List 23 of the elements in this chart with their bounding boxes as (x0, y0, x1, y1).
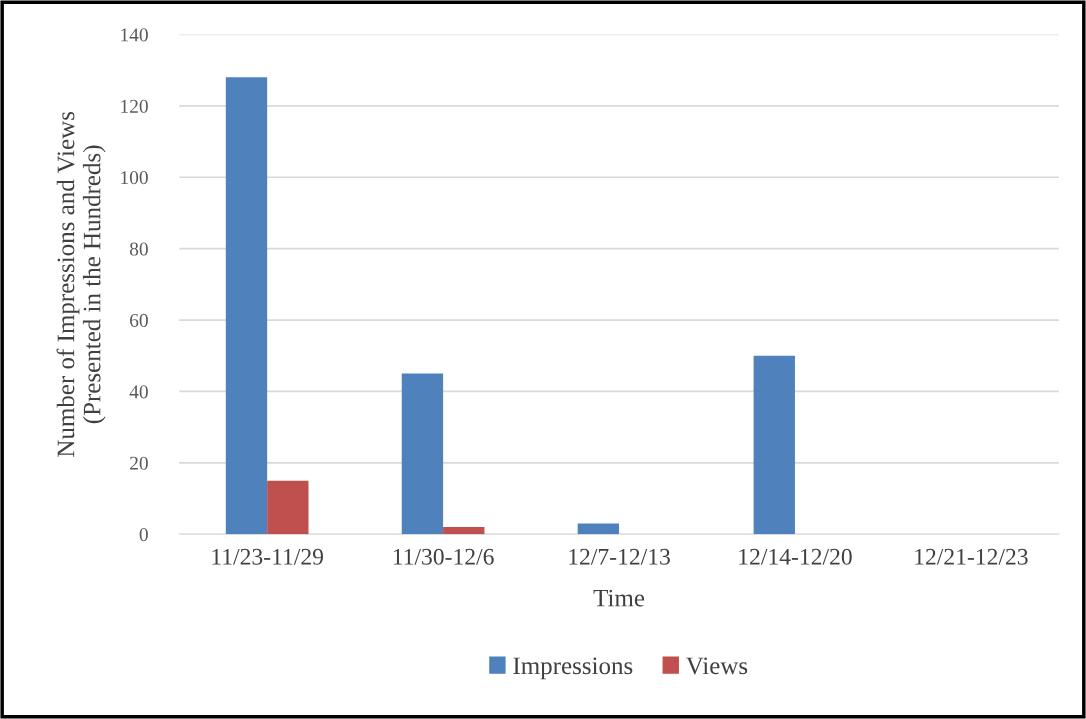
y-tick-label: 40 (129, 385, 148, 399)
bar (753, 355, 795, 535)
x-tick-label: 12/7-12/13 (569, 548, 670, 565)
bar (267, 480, 309, 535)
x-tick-label: 12/21-12/23 (915, 548, 1028, 565)
y-tick-label: 0 (139, 528, 148, 542)
x-tick-label: 11/23-11/29 (212, 548, 324, 565)
y-tick-label: 140 (121, 28, 148, 42)
x-axis-title: Time (593, 589, 645, 607)
y-tick-label: 20 (130, 456, 148, 470)
bar (577, 523, 620, 535)
y-tick-label: 60 (130, 313, 148, 327)
bar (443, 527, 485, 535)
legend-label: Impressions (513, 657, 633, 680)
bar (225, 77, 268, 535)
bar (401, 373, 444, 535)
y-tick-label: 80 (129, 242, 148, 256)
x-tick-label: 11/30-12/6 (393, 548, 494, 565)
y-tick-label: 120 (121, 99, 148, 113)
legend-label: Views (686, 657, 748, 675)
y-tick-label: 100 (121, 171, 148, 185)
x-tick-label: 12/14-12/20 (739, 548, 852, 565)
y-axis-title: Number of Impressions and Views (Presented in the Hundreds) (56, 111, 106, 457)
